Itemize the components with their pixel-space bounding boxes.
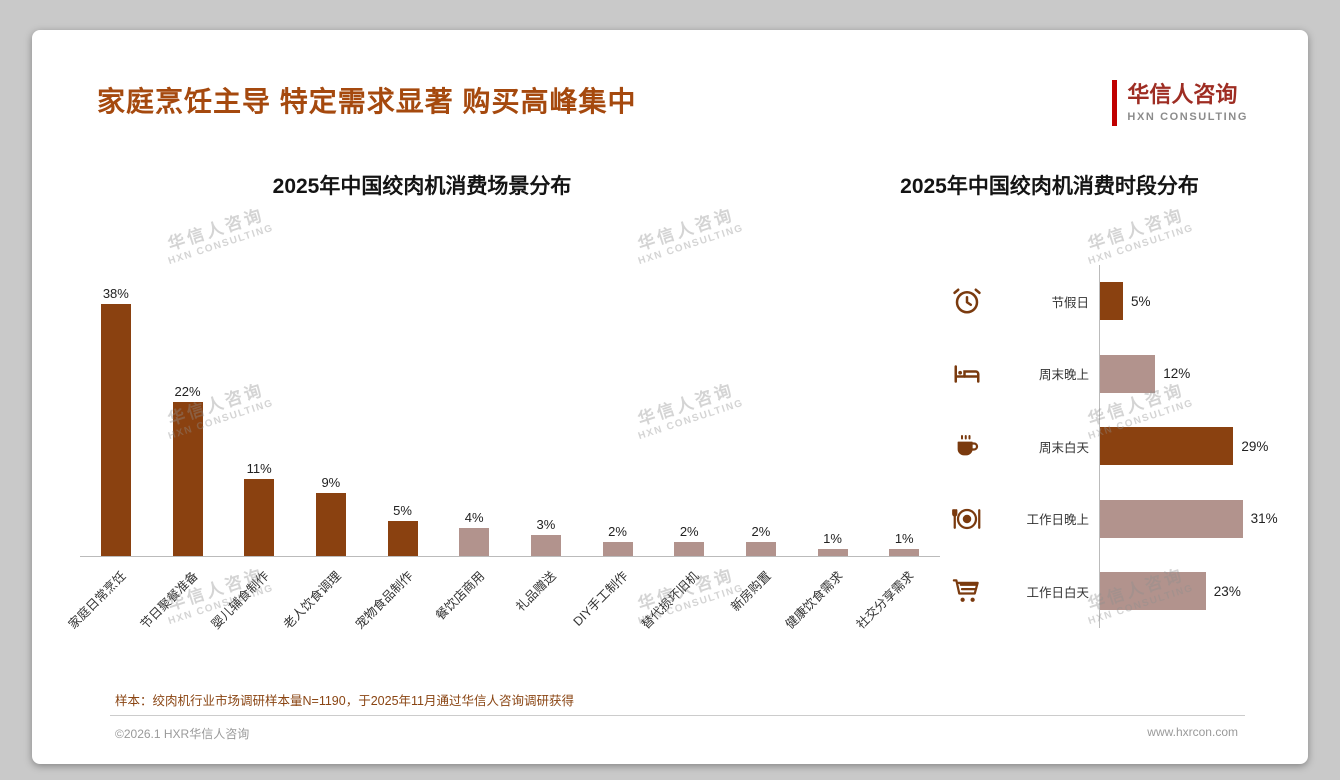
footer: ©2026.1 HXR华信人咨询 www.hxrcon.com — [115, 725, 1238, 742]
alarm-clock-icon — [952, 286, 982, 316]
bar-column: 1% 社交分享需求 — [854, 286, 940, 632]
company-logo: 华信人咨询 HXN CONSULTING — [1112, 80, 1248, 126]
scene-distribution-chart: 2025年中国绞肉机消费场景分布 38% 家庭日常烹饪 22% 节日聚餐准备 11% 婴儿… — [66, 170, 948, 730]
website-link[interactable]: www.hxrcon.com — [1147, 725, 1238, 739]
bar — [889, 549, 920, 556]
bar-column: 1% 健康饮食需求 — [782, 286, 869, 632]
bar-column: 2% DIY手工制作 — [570, 286, 654, 629]
bar — [817, 549, 848, 556]
scene-chart-title: 2025年中国绞肉机消费场景分布 — [272, 175, 572, 198]
time-label: 工作日晚上 — [1026, 513, 1089, 528]
bar-value-label: 9% — [321, 475, 341, 490]
bar — [100, 304, 131, 556]
bar-column: 38% 家庭日常烹饪 — [66, 286, 152, 632]
bar-value-label: 2% — [751, 524, 771, 539]
bar-zone: 31% — [1099, 482, 1278, 555]
time-row: 节假日 5% — [827, 265, 1272, 338]
category-label: 餐饮店商用 — [432, 568, 487, 623]
bar — [172, 402, 203, 556]
bar — [459, 528, 490, 556]
bar-value-label: 12% — [1163, 366, 1191, 382]
coffee-cup-icon — [952, 431, 982, 461]
bar-zone: 12% — [1099, 337, 1272, 410]
bar-column: 11% 婴儿辅食制作 — [209, 286, 295, 632]
logo-red-bar — [1112, 80, 1118, 126]
time-distribution-chart: 2025年中国绞肉机消费时段分布 节假日 5% 周末晚上 12% 周末白天 29% 工作日晚… — [827, 170, 1278, 730]
bar-value-label: 38% — [102, 286, 129, 301]
copyright-text: ©2026.1 HXR华信人咨询 — [115, 727, 250, 741]
bar-column: 2% 新房购置 — [725, 286, 797, 614]
category-label: 老人饮食调理 — [280, 568, 344, 632]
category-label: 家庭日常烹饪 — [65, 568, 129, 632]
logo-text: 华信人咨询 HXN CONSULTING — [1127, 82, 1248, 123]
footer-divider — [110, 715, 1245, 716]
shopping-cart-icon — [952, 576, 982, 606]
bar-zone: 5% — [1099, 265, 1272, 338]
bar — [1100, 572, 1206, 611]
dining-icon — [952, 504, 982, 534]
time-label: 周末晚上 — [1038, 368, 1089, 383]
logo-name-en: HXN CONSULTING — [1127, 110, 1248, 123]
bar-column: 4% 餐饮店商用 — [433, 286, 510, 623]
slide-card: 家庭烹饪主导 特定需求显著 购买高峰集中 华信人咨询 HXN CONSULTIN… — [32, 30, 1308, 764]
bar-value-label: 3% — [536, 517, 556, 532]
time-row: 周末白天 29% — [827, 410, 1272, 483]
bar-value-label: 1% — [823, 531, 842, 546]
category-label: 婴儿辅食制作 — [208, 568, 272, 632]
bar — [1100, 427, 1234, 466]
bar-value-label: 11% — [246, 461, 272, 476]
bed-icon — [952, 359, 982, 389]
scene-chart-plot: 38% 家庭日常烹饪 22% 节日聚餐准备 11% 婴儿辅食制作 9% 老人饮食调理 5% 宠物食… — [66, 286, 940, 632]
bar-value-label: 2% — [679, 524, 699, 539]
bar — [1100, 354, 1156, 393]
bar-value-label: 5% — [393, 503, 412, 518]
bar — [530, 535, 561, 556]
time-label: 周末白天 — [1038, 440, 1089, 455]
bar-value-label: 22% — [174, 384, 201, 399]
bar-column: 3% 礼品赠送 — [510, 286, 582, 614]
bar-value-label: 5% — [1131, 293, 1151, 309]
bar — [745, 542, 776, 556]
logo-name-cn: 华信人咨询 — [1127, 82, 1238, 108]
time-chart-rows: 节假日 5% 周末晚上 12% 周末白天 29% 工作日晚上 31% 工作日白天 23% — [827, 265, 1278, 628]
bar — [1100, 499, 1243, 538]
bar — [315, 493, 346, 556]
bar-value-label: 2% — [608, 524, 627, 539]
header: 家庭烹饪主导 特定需求显著 购买高峰集中 华信人咨询 HXN CONSULTIN… — [97, 80, 1248, 126]
time-row: 周末晚上 12% — [827, 337, 1272, 410]
bar-zone: 23% — [1099, 555, 1272, 628]
time-row: 工作日白天 23% — [827, 555, 1272, 628]
bar-value-label: 31% — [1250, 511, 1278, 527]
bar-zone: 29% — [1099, 410, 1272, 483]
bar — [244, 479, 275, 556]
bar-value-label: 4% — [464, 510, 484, 525]
category-label: 宠物食品制作 — [352, 568, 416, 632]
bar-column: 2% 替代损坏旧机 — [639, 286, 725, 632]
category-label: 替代损坏旧机 — [639, 568, 702, 632]
category-label: DIY手工制作 — [570, 568, 631, 629]
bar-column: 22% 节日聚餐准备 — [137, 286, 224, 632]
bar — [674, 542, 705, 556]
time-label: 节假日 — [1051, 295, 1089, 310]
bar — [387, 521, 418, 556]
bar-column: 5% 宠物食品制作 — [352, 286, 439, 632]
time-row: 工作日晚上 31% — [827, 482, 1278, 555]
time-chart-title: 2025年中国绞肉机消费时段分布 — [900, 175, 1199, 198]
bar — [602, 542, 633, 556]
category-label: 节日聚餐准备 — [137, 568, 201, 632]
sample-note: 样本：绞肉机行业市场调研样本量N=1190，于2025年11月通过华信人咨询调研… — [115, 694, 574, 708]
category-label: 新房购置 — [728, 568, 774, 615]
bar — [1100, 282, 1123, 321]
time-label: 工作日白天 — [1026, 585, 1089, 600]
category-label: 礼品赠送 — [513, 568, 559, 615]
bar-value-label: 23% — [1213, 583, 1241, 599]
bar-column: 9% 老人饮食调理 — [281, 286, 367, 632]
page-title: 家庭烹饪主导 特定需求显著 购买高峰集中 — [97, 86, 637, 117]
bar-value-label: 1% — [894, 531, 914, 546]
bar-value-label: 29% — [1241, 438, 1269, 454]
